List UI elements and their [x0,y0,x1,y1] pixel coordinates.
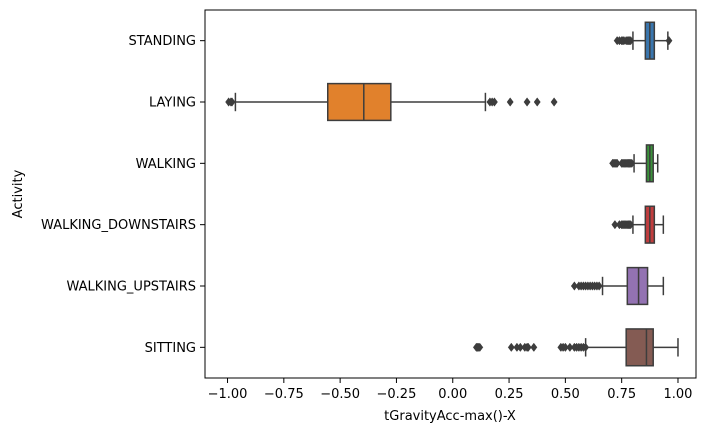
x-tick-label: 0.75 [607,387,636,402]
box-group-laying [225,82,558,122]
x-tick-label: −0.50 [320,387,360,402]
box-iqr [327,82,392,122]
x-axis-label: tGravityAcc-max()-X [384,409,516,424]
outlier-point [627,36,635,46]
box-group-walking [609,144,659,183]
outlier-point [507,342,515,352]
x-tick-label: 0.50 [551,387,580,402]
y-axis-label: Activity [11,169,26,218]
x-tick-label: 1.00 [664,387,693,402]
outlier-point [665,36,673,46]
outlier-point [476,342,484,352]
x-tick-label: −1.00 [208,387,248,402]
box-group-walking-downstairs [611,205,665,244]
outlier-point [628,158,636,168]
plot-frame [204,9,697,379]
box-iqr [626,266,649,306]
y-category-label: LAYING [149,96,196,111]
outlier-point [506,97,514,107]
outlier-point [490,97,498,107]
box-group-standing [613,21,673,60]
outlier-point [228,97,236,107]
outlier-point [550,97,558,107]
y-category-label: WALKING_DOWNSTAIRS [41,218,196,233]
outlier-point [523,97,531,107]
x-tick-label: −0.75 [264,387,304,402]
box-iqr [625,328,654,367]
y-category-label: STANDING [129,34,196,49]
outlier-point [524,342,532,352]
x-tick-label: −0.25 [377,387,417,402]
plot-content [225,21,679,367]
x-tick-label: 0.00 [438,387,467,402]
y-category-label: SITTING [145,341,196,356]
y-category-label: WALKING_UPSTAIRS [67,280,197,295]
y-category-label: WALKING [136,157,196,172]
outlier-point [582,342,590,352]
box-group-sitting [472,328,679,367]
outlier-point [530,342,538,352]
outlier-point [627,220,635,230]
outlier-point [595,281,603,291]
x-tick-label: 0.25 [495,387,524,402]
y-axis: STANDING LAYING WALKING WALKING_DOWNSTAIRS W… [41,34,205,356]
x-axis: −1.00 −0.75 −0.50 −0.25 0.00 0.25 0.50 0.75 1.00 [208,378,693,402]
outlier-point [533,97,541,107]
box-group-walking-upstairs [570,266,665,306]
